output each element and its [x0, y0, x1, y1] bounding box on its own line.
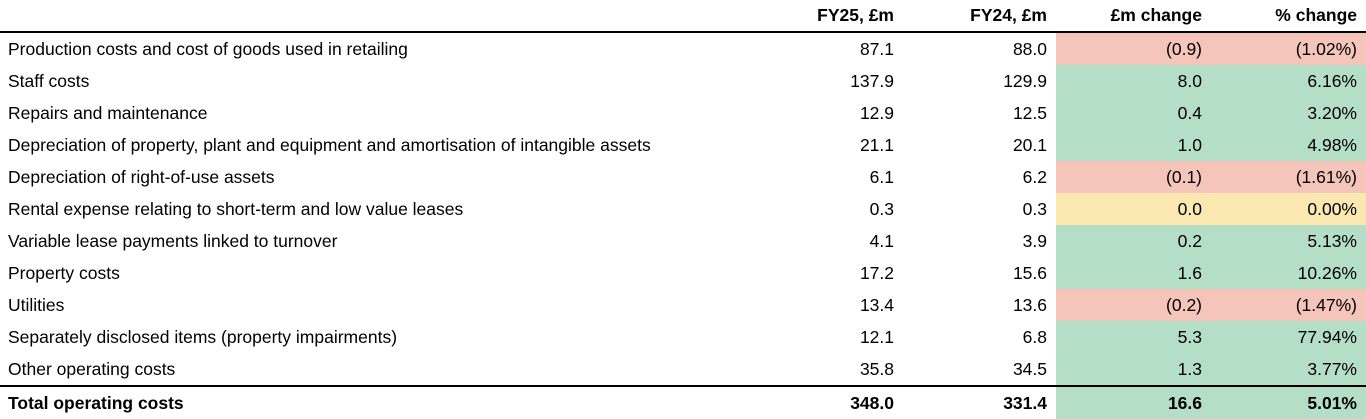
pct-change-value: 5.13%: [1211, 225, 1366, 257]
header-fy25: FY25, £m: [817, 5, 894, 25]
table-row: Separately disclosed items (property imp…: [0, 321, 1366, 353]
gbp-change-value: (0.2): [1056, 289, 1211, 321]
fy24-value: 13.6: [1012, 295, 1047, 315]
table-row: Depreciation of right-of-use assets 6.1 …: [0, 161, 1366, 193]
table-row: Production costs and cost of goods used …: [0, 33, 1366, 65]
total-fy24-value: 331.4: [1003, 393, 1047, 413]
fy24-value: 6.8: [1022, 327, 1047, 347]
pct-change-value: 4.98%: [1211, 129, 1366, 161]
header-fy24: FY24, £m: [970, 5, 1047, 25]
fy24-value: 0.3: [1022, 199, 1047, 219]
gbp-change-value: 0.0: [1056, 193, 1211, 225]
gbp-change-value: 0.2: [1056, 225, 1211, 257]
fy25-value: 17.2: [859, 263, 894, 283]
row-label: Production costs and cost of goods used …: [8, 39, 408, 59]
pct-change-value: (1.47%): [1211, 289, 1366, 321]
table-row: Rental expense relating to short-term an…: [0, 193, 1366, 225]
table-row: Repairs and maintenance 12.9 12.5 0.4 3.…: [0, 97, 1366, 129]
fy25-value: 6.1: [869, 167, 894, 187]
fy24-value: 88.0: [1012, 39, 1047, 59]
fy24-value: 129.9: [1003, 71, 1047, 91]
fy25-value: 13.4: [859, 295, 894, 315]
gbp-change-value: 1.3: [1056, 353, 1211, 385]
table-row: Property costs 17.2 15.6 1.6 10.26%: [0, 257, 1366, 289]
pct-change-value: 6.16%: [1211, 65, 1366, 97]
row-label: Variable lease payments linked to turnov…: [8, 231, 338, 251]
gbp-change-value: 1.6: [1056, 257, 1211, 289]
row-label: Utilities: [8, 295, 65, 315]
gbp-change-value: 0.4: [1056, 97, 1211, 129]
fy24-value: 34.5: [1012, 359, 1047, 379]
row-label: Other operating costs: [8, 359, 176, 379]
pct-change-value: (1.02%): [1211, 33, 1366, 65]
fy25-value: 12.1: [859, 327, 894, 347]
fy25-value: 87.1: [859, 39, 894, 59]
pct-change-value: 77.94%: [1211, 321, 1366, 353]
row-label: Staff costs: [8, 71, 90, 91]
fy24-value: 12.5: [1012, 103, 1047, 123]
gbp-change-value: 1.0: [1056, 129, 1211, 161]
row-label: Property costs: [8, 263, 120, 283]
fy25-value: 4.1: [869, 231, 894, 251]
fy24-value: 15.6: [1012, 263, 1047, 283]
table-row: Other operating costs 35.8 34.5 1.3 3.77…: [0, 353, 1366, 385]
pct-change-value: 3.20%: [1211, 97, 1366, 129]
row-label: Repairs and maintenance: [8, 103, 208, 123]
gbp-change-value: (0.9): [1056, 33, 1211, 65]
table-row: Variable lease payments linked to turnov…: [0, 225, 1366, 257]
total-row: Total operating costs 348.0 331.4 16.6 5…: [0, 385, 1366, 419]
table-row: Staff costs 137.9 129.9 8.0 6.16%: [0, 65, 1366, 97]
gbp-change-value: 8.0: [1056, 65, 1211, 97]
table-row: Utilities 13.4 13.6 (0.2) (1.47%): [0, 289, 1366, 321]
fy25-value: 35.8: [859, 359, 894, 379]
header-pct-change: % change: [1275, 5, 1357, 25]
header-row-label: [0, 0, 756, 31]
fy25-value: 0.3: [869, 199, 894, 219]
pct-change-value: (1.61%): [1211, 161, 1366, 193]
gbp-change-value: 5.3: [1056, 321, 1211, 353]
fy25-value: 21.1: [859, 135, 894, 155]
row-label: Separately disclosed items (property imp…: [8, 327, 398, 347]
pct-change-value: 10.26%: [1211, 257, 1366, 289]
fy24-value: 3.9: [1022, 231, 1047, 251]
fy24-value: 20.1: [1012, 135, 1047, 155]
row-label: Rental expense relating to short-term an…: [8, 199, 464, 219]
gbp-change-value: (0.1): [1056, 161, 1211, 193]
row-label: Depreciation of right-of-use assets: [8, 167, 275, 187]
fy25-value: 137.9: [850, 71, 894, 91]
pct-change-value: 3.77%: [1211, 353, 1366, 385]
fy25-value: 12.9: [859, 103, 894, 123]
pct-change-value: 0.00%: [1211, 193, 1366, 225]
total-row-label: Total operating costs: [8, 393, 184, 413]
row-label: Depreciation of property, plant and equi…: [8, 135, 651, 155]
total-gbp-change-value: 16.6: [1056, 387, 1211, 419]
table-body: Production costs and cost of goods used …: [0, 33, 1366, 385]
fy24-value: 6.2: [1022, 167, 1047, 187]
total-pct-change-value: 5.01%: [1211, 387, 1366, 419]
table-header-row: FY25, £m FY24, £m £m change % change: [0, 0, 1366, 33]
header-gbp-change: £m change: [1110, 5, 1202, 25]
total-fy25-value: 348.0: [850, 393, 894, 413]
table-row: Depreciation of property, plant and equi…: [0, 129, 1366, 161]
